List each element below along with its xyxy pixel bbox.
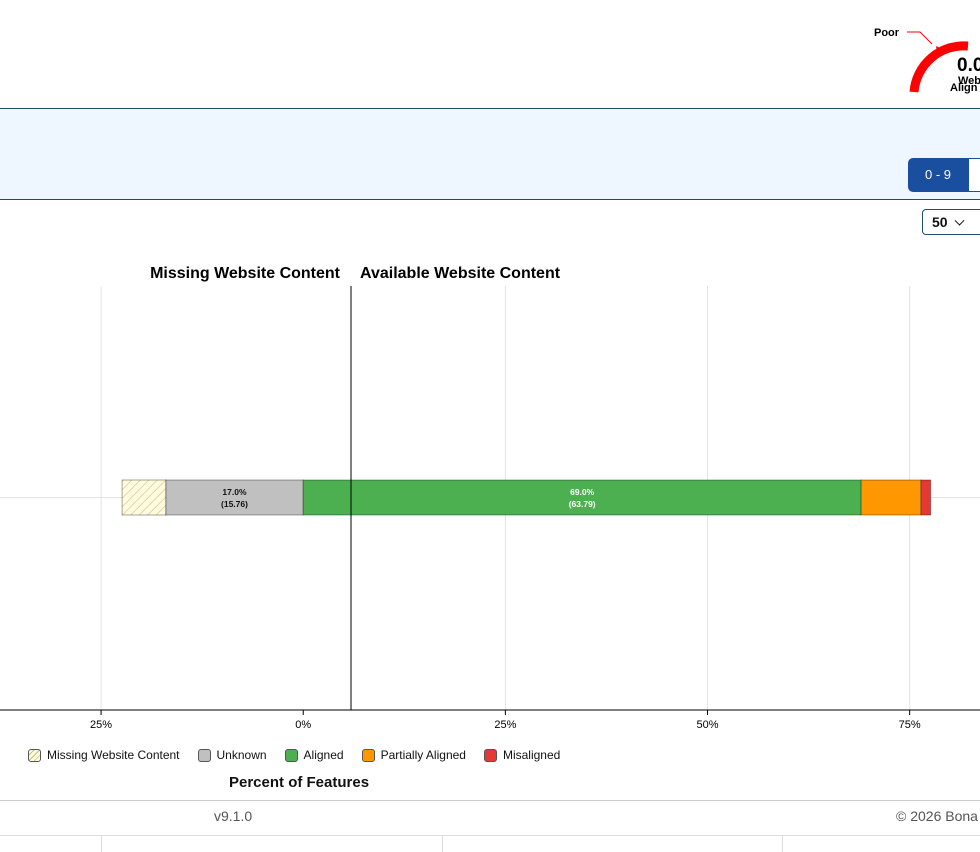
range-button-next[interactable] <box>968 158 980 192</box>
page-size-select[interactable]: 50 <box>922 209 980 235</box>
footer-column-divider <box>782 835 783 852</box>
gauge-caption-line1: Web <box>958 75 980 87</box>
legend-swatch-unknown <box>197 748 211 762</box>
legend-item-unknown[interactable]: Unknown <box>197 748 267 762</box>
legend-label: Partially Aligned <box>380 748 466 762</box>
alignment-chart: Missing Website Content Available Websit… <box>0 265 980 730</box>
x-tick-label: 50% <box>696 719 718 730</box>
x-tick-label: 25% <box>90 719 112 730</box>
x-tick-label: 25% <box>494 719 516 730</box>
chevron-down-icon <box>954 215 965 226</box>
bar-misaligned[interactable] <box>920 479 932 516</box>
bar-missing-website-content[interactable] <box>121 479 167 516</box>
legend-item-aligned[interactable]: Aligned <box>284 748 344 762</box>
bar-unknown[interactable] <box>165 479 304 516</box>
legend-item-partially-aligned[interactable]: Partially Aligned <box>361 748 466 762</box>
gauge-pointer-line <box>907 31 933 45</box>
footer-column-divider <box>101 835 102 852</box>
bar-aligned[interactable] <box>302 479 862 516</box>
bar-partially-aligned[interactable] <box>860 479 922 516</box>
footer-column-divider <box>442 835 443 852</box>
x-tick-label: 0% <box>295 719 311 730</box>
range-button-0-9[interactable]: 0 - 9 <box>908 158 968 192</box>
page-size-value: 50 <box>932 214 948 230</box>
legend-label: Missing Website Content <box>47 748 180 762</box>
alignment-gauge: Poor 0.0 Web Align <box>874 27 980 94</box>
bar-data-sublabel: (63.79) <box>569 499 596 509</box>
footer-divider <box>0 835 980 836</box>
bar-data-label: 69.0% <box>570 487 595 497</box>
filter-band <box>0 109 980 200</box>
gauge-arrow-icon <box>936 46 946 58</box>
legend-swatch-missing <box>28 748 41 762</box>
gauge-rating-label: Poor <box>874 27 900 39</box>
top-header: Poor 0.0 Web Align <box>0 0 980 109</box>
legend-item-missing[interactable]: Missing Website Content <box>28 748 180 762</box>
copyright-text: © 2026 Bona <box>896 808 978 824</box>
gauge-caption-line2: Align <box>950 82 978 94</box>
legend-label: Misaligned <box>502 748 561 762</box>
chart-legend: Missing Website Content Unknown Aligned … <box>28 748 578 762</box>
x-tick-label: 75% <box>899 719 921 730</box>
x-axis-label: Percent of Features <box>229 774 370 791</box>
bar-data-sublabel: (15.76) <box>221 499 248 509</box>
legend-label: Unknown <box>216 748 267 762</box>
gauge-value: 0.0 <box>957 55 980 76</box>
left-chart-title: Missing Website Content <box>150 265 341 282</box>
right-chart-title: Available Website Content <box>360 265 561 282</box>
gauge-arc <box>909 41 969 93</box>
legend-item-misaligned[interactable]: Misaligned <box>483 748 561 762</box>
page-footer: v9.1.0 © 2026 Bona <box>0 800 980 852</box>
legend-swatch-partially-aligned <box>361 748 375 762</box>
legend-swatch-aligned <box>284 748 298 762</box>
bar-data-label: 17.0% <box>222 487 247 497</box>
legend-swatch-misaligned <box>483 748 497 762</box>
legend-label: Aligned <box>303 748 344 762</box>
version-text: v9.1.0 <box>214 808 253 824</box>
